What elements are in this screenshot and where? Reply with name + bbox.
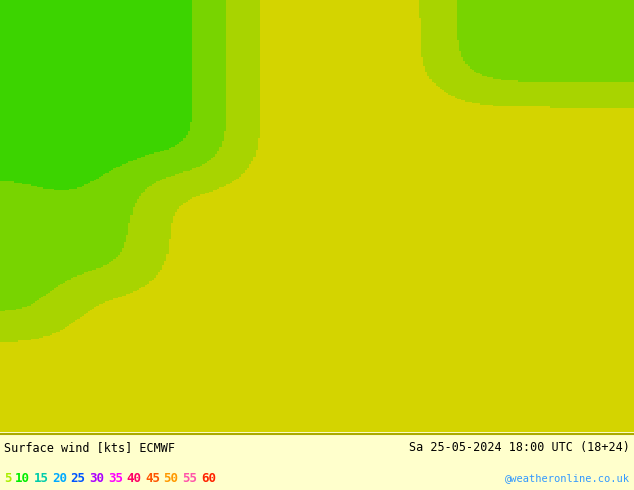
Text: 60: 60 <box>201 472 216 485</box>
Text: 55: 55 <box>182 472 197 485</box>
Text: 10: 10 <box>15 472 30 485</box>
Text: @weatheronline.co.uk: @weatheronline.co.uk <box>505 473 630 483</box>
Text: 30: 30 <box>89 472 104 485</box>
Text: 25: 25 <box>70 472 86 485</box>
Text: 35: 35 <box>108 472 123 485</box>
Text: 5: 5 <box>4 472 11 485</box>
Text: 45: 45 <box>145 472 160 485</box>
Text: 40: 40 <box>126 472 141 485</box>
Text: Sa 25-05-2024 18:00 UTC (18+24): Sa 25-05-2024 18:00 UTC (18+24) <box>409 441 630 454</box>
Text: 50: 50 <box>164 472 179 485</box>
Text: Surface wind [kts] ECMWF: Surface wind [kts] ECMWF <box>4 441 175 454</box>
Text: 20: 20 <box>52 472 67 485</box>
Text: 15: 15 <box>34 472 48 485</box>
